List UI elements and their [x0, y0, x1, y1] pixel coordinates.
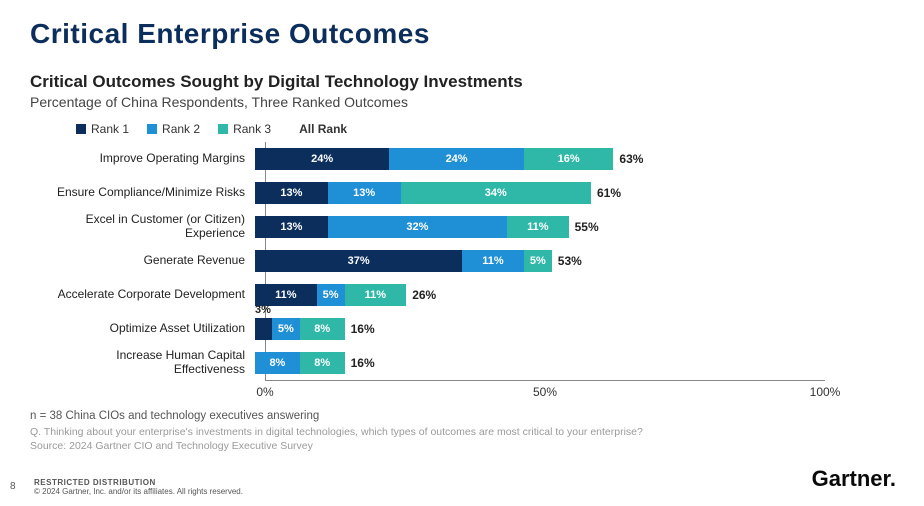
slide: Critical Enterprise Outcomes Critical Ou… [0, 0, 924, 506]
legend-rank3: Rank 3 [218, 122, 271, 136]
seg-rank3: 8% [300, 318, 345, 340]
total-label: 55% [569, 214, 599, 240]
seg-rank3: 8% [300, 352, 345, 374]
bar: 3%5%8%16% [255, 316, 815, 342]
footnote-n: n = 38 China CIOs and technology executi… [30, 409, 894, 425]
total-label: 16% [345, 316, 375, 342]
footnote-source: Source: 2024 Gartner CIO and Technology … [30, 439, 894, 453]
footnote-question: Q. Thinking about your enterprise's inve… [30, 425, 894, 439]
x-axis: 0%50%100% [265, 380, 825, 403]
seg-rank2: 5% [272, 318, 300, 340]
legend-rank2: Rank 2 [147, 122, 200, 136]
seg-rank3: 34% [401, 182, 591, 204]
total-label: 16% [345, 350, 375, 376]
category-label: Ensure Compliance/Minimize Risks [50, 186, 255, 200]
seg-rank1 [255, 318, 272, 340]
seg-rank3: 16% [524, 148, 614, 170]
restricted-label: RESTRICTED DISTRIBUTION [34, 478, 243, 487]
bar: 11%5%11%26% [255, 282, 815, 308]
bar: 37%11%5%53% [255, 248, 815, 274]
seg-rank2: 5% [317, 284, 345, 306]
x-tick: 100% [810, 385, 841, 399]
legend-rank2-label: Rank 2 [162, 122, 200, 136]
seg-rank1: 13% [255, 216, 328, 238]
chart-row: Generate Revenue37%11%5%53% [50, 244, 894, 278]
x-tick: 0% [256, 385, 273, 399]
seg-rank3: 11% [507, 216, 569, 238]
swatch-rank3 [218, 124, 228, 134]
page-number: 8 [10, 481, 16, 492]
bottom-legal: RESTRICTED DISTRIBUTION © 2024 Gartner, … [34, 478, 243, 496]
chart-row: Optimize Asset Utilization3%5%8%16% [50, 312, 894, 346]
category-label: Improve Operating Margins [50, 152, 255, 166]
total-label: 63% [613, 146, 643, 172]
chart-row: Increase Human Capital Effectiveness8%8%… [50, 346, 894, 380]
seg-rank1: 37% [255, 250, 462, 272]
gartner-logo: Gartner. [812, 466, 896, 492]
seg-rank2: 11% [462, 250, 524, 272]
category-label: Increase Human Capital Effectiveness [50, 349, 255, 377]
bar-chart: Improve Operating Margins24%24%16%63%Ens… [50, 142, 894, 403]
seg-rank1-label-outside: 3% [255, 304, 271, 316]
copyright: © 2024 Gartner, Inc. and/or its affiliat… [34, 487, 243, 496]
bar: 24%24%16%63% [255, 146, 815, 172]
chart-title: Critical Outcomes Sought by Digital Tech… [30, 72, 894, 92]
swatch-rank1 [76, 124, 86, 134]
seg-rank2: 32% [328, 216, 507, 238]
logo-dot: . [890, 466, 896, 491]
seg-rank2: 8% [255, 352, 300, 374]
category-label: Accelerate Corporate Development [50, 288, 255, 302]
legend-rank1: Rank 1 [76, 122, 129, 136]
footnotes: n = 38 China CIOs and technology executi… [30, 409, 894, 453]
swatch-rank2 [147, 124, 157, 134]
chart-row: Improve Operating Margins24%24%16%63% [50, 142, 894, 176]
seg-rank2: 13% [328, 182, 401, 204]
bar: 13%32%11%55% [255, 214, 815, 240]
seg-rank1: 11% [255, 284, 317, 306]
seg-rank2: 24% [389, 148, 523, 170]
legend-rank3-label: Rank 3 [233, 122, 271, 136]
category-label: Generate Revenue [50, 254, 255, 268]
seg-rank3: 5% [524, 250, 552, 272]
seg-rank1: 13% [255, 182, 328, 204]
category-label: Excel in Customer (or Citizen) Experienc… [50, 213, 255, 241]
total-label: 26% [406, 282, 436, 308]
legend: Rank 1 Rank 2 Rank 3 All Rank [76, 122, 894, 136]
bar: 13%13%34%61% [255, 180, 815, 206]
chart-row: Ensure Compliance/Minimize Risks13%13%34… [50, 176, 894, 210]
chart-row: Accelerate Corporate Development11%5%11%… [50, 278, 894, 312]
category-label: Optimize Asset Utilization [50, 322, 255, 336]
bar: 8%8%16% [255, 350, 815, 376]
page-title: Critical Enterprise Outcomes [30, 18, 894, 50]
seg-rank3: 11% [345, 284, 407, 306]
x-tick: 50% [533, 385, 557, 399]
legend-allrank: All Rank [299, 122, 347, 136]
chart-subtitle: Percentage of China Respondents, Three R… [30, 94, 894, 110]
total-label: 53% [552, 248, 582, 274]
chart-row: Excel in Customer (or Citizen) Experienc… [50, 210, 894, 244]
seg-rank1: 24% [255, 148, 389, 170]
total-label: 61% [591, 180, 621, 206]
logo-text: Gartner [812, 466, 890, 491]
legend-rank1-label: Rank 1 [91, 122, 129, 136]
